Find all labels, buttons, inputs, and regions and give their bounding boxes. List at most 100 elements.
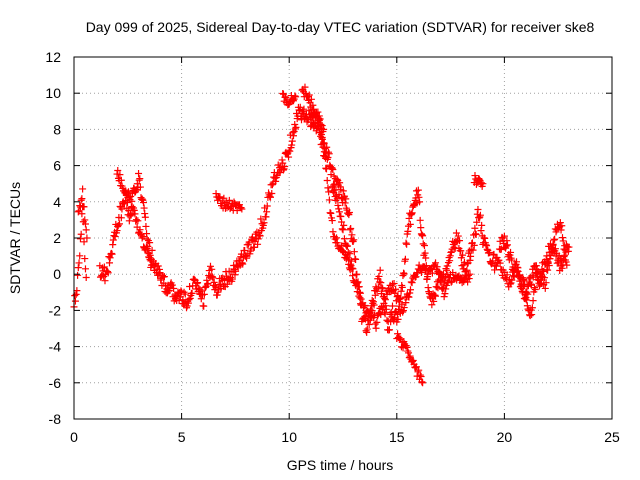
data-point: [372, 324, 380, 332]
data-point: [117, 176, 125, 184]
data-point: [232, 267, 240, 275]
data-point: [346, 226, 354, 234]
data-point: [347, 257, 355, 265]
data-point: [437, 277, 445, 285]
y-axis-label: SDTVAR / TECUs: [7, 182, 23, 294]
data-point: [74, 208, 82, 216]
data-point: [408, 209, 416, 217]
data-point: [77, 230, 85, 238]
data-point: [165, 287, 173, 294]
data-point: [417, 268, 425, 276]
data-point: [349, 265, 357, 273]
data-point: [194, 279, 202, 287]
data-point: [479, 180, 487, 188]
data-point: [506, 280, 514, 288]
data-point: [557, 226, 565, 234]
data-point: [515, 271, 523, 279]
data-point: [316, 115, 324, 123]
data-point: [139, 233, 147, 241]
x-tick-label: 5: [178, 429, 186, 445]
data-point: [237, 250, 245, 258]
data-point: [297, 116, 305, 124]
data-point: [76, 202, 84, 210]
data-point: [394, 292, 402, 300]
data-point: [400, 269, 408, 277]
data-point: [392, 285, 400, 293]
data-point: [74, 271, 82, 279]
data-point: [446, 252, 454, 260]
data-point: [400, 270, 408, 278]
data-point: [340, 221, 348, 229]
data-point: [419, 232, 427, 240]
data-point: [73, 287, 81, 295]
data-point: [476, 211, 484, 219]
data-point: [323, 143, 331, 151]
data-point: [323, 176, 331, 184]
data-point: [142, 243, 150, 251]
data-point: [474, 206, 482, 214]
data-point: [370, 301, 378, 309]
data-point: [231, 271, 239, 279]
data-point: [454, 232, 462, 240]
data-point: [117, 214, 125, 222]
data-point: [190, 275, 198, 283]
data-point: [442, 285, 450, 293]
data-point: [417, 373, 425, 381]
data-point: [345, 209, 353, 217]
data-point: [333, 239, 341, 247]
data-point: [125, 188, 133, 196]
data-points: [70, 83, 573, 387]
data-point: [443, 266, 451, 274]
data-point: [336, 179, 344, 187]
data-point: [239, 260, 247, 268]
data-point: [75, 207, 83, 215]
data-point: [525, 275, 533, 283]
data-point: [139, 199, 147, 207]
data-point: [71, 297, 79, 305]
data-point: [513, 263, 521, 271]
data-point: [560, 245, 568, 253]
data-point: [428, 301, 436, 309]
data-point: [263, 208, 271, 216]
data-point: [428, 269, 436, 277]
data-point: [292, 93, 300, 101]
y-tick-label: 8: [53, 121, 61, 137]
data-point: [478, 221, 486, 229]
data-point: [399, 307, 407, 315]
data-point: [136, 226, 144, 234]
y-tick-label: 6: [53, 158, 61, 174]
data-point: [148, 246, 156, 254]
data-point: [113, 227, 121, 235]
data-point: [328, 164, 336, 172]
data-point: [405, 293, 413, 301]
data-point: [356, 289, 364, 297]
data-point: [146, 239, 154, 247]
data-point: [272, 177, 280, 185]
chart-title: Day 099 of 2025, Sidereal Day-to-day VTE…: [86, 19, 595, 35]
data-point: [116, 171, 124, 179]
data-point: [463, 266, 471, 274]
data-point: [483, 242, 491, 250]
data-point: [342, 195, 350, 203]
data-point: [404, 227, 412, 235]
data-point: [101, 277, 109, 285]
data-point: [367, 306, 375, 314]
data-point: [278, 156, 286, 164]
data-point: [315, 112, 323, 120]
data-point: [262, 213, 270, 221]
data-point: [335, 208, 343, 216]
data-point: [324, 184, 332, 192]
data-point: [309, 101, 317, 109]
data-point: [419, 240, 427, 248]
data-point: [127, 211, 135, 219]
data-point: [508, 256, 516, 264]
data-point: [371, 320, 379, 328]
data-point: [177, 287, 185, 295]
data-point: [405, 214, 413, 222]
data-point: [379, 304, 387, 312]
data-point: [457, 247, 465, 255]
data-point: [160, 273, 168, 281]
data-point: [168, 281, 176, 289]
data-point: [107, 249, 115, 257]
data-point: [402, 299, 410, 307]
